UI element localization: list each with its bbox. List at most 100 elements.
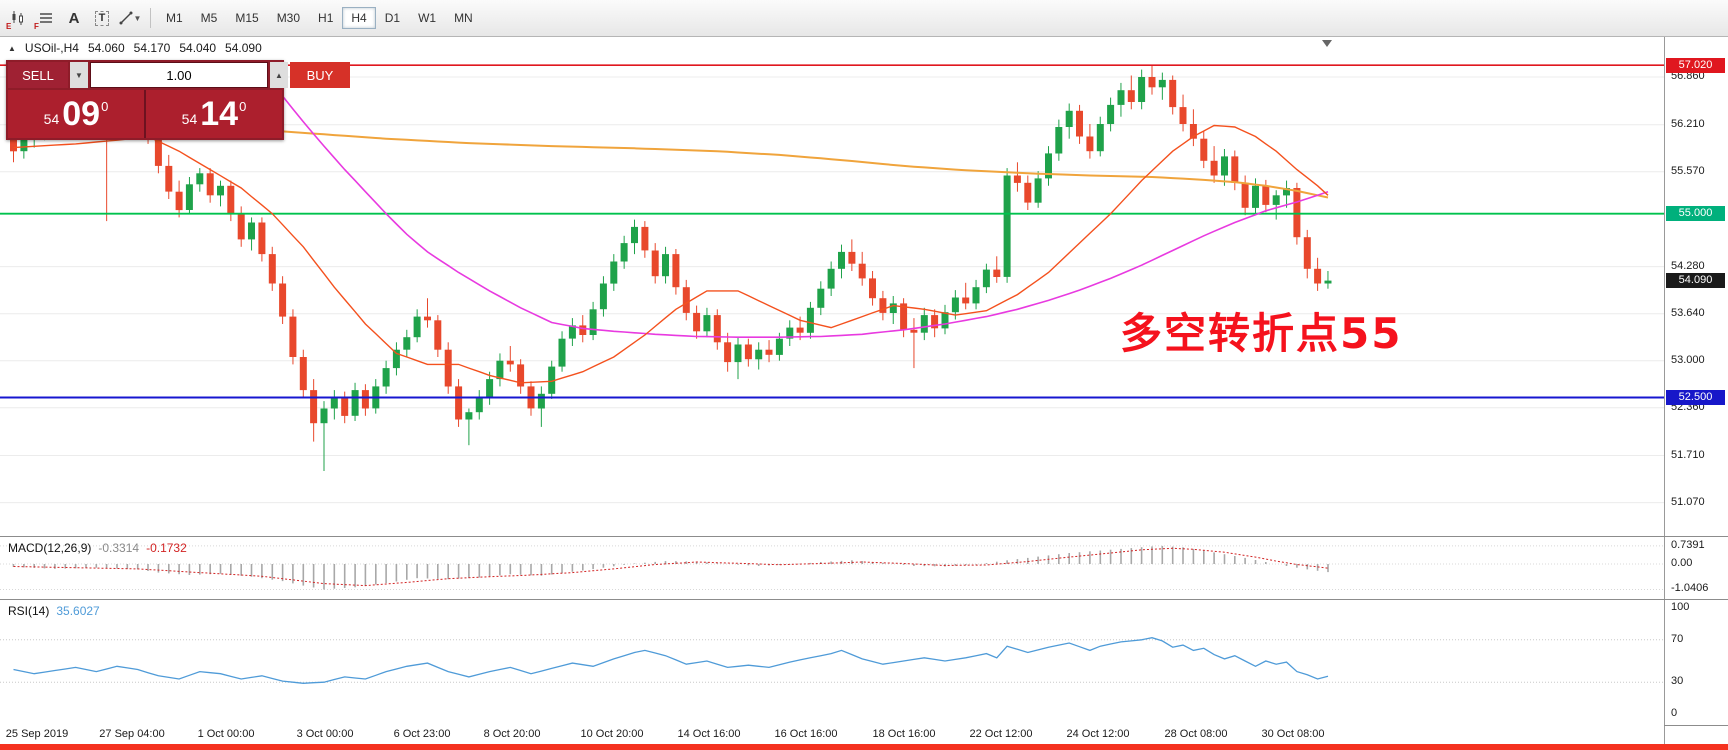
ohlc-low: 54.040 [179, 41, 217, 55]
textbox-tool-glyph: T [94, 10, 110, 26]
time-axis-label: 25 Sep 2019 [5, 728, 69, 740]
ask-point: 0 [239, 98, 247, 114]
ask-price[interactable]: 54 14 0 [146, 90, 282, 138]
caret-down-icon: ▼ [75, 70, 83, 80]
rsi-axis-label: 100 [1671, 601, 1690, 613]
macd-signal-line [13, 547, 1329, 587]
macd-name: MACD(12,26,9) [8, 541, 92, 555]
symbol-period-label: USOil-,H4 [24, 41, 79, 55]
volume-increase-button[interactable]: ▲ [270, 62, 288, 88]
bid-price[interactable]: 54 09 0 [8, 90, 144, 138]
panel-separator[interactable] [0, 536, 1728, 537]
caret-up-icon: ▲ [275, 70, 283, 80]
timeframe-m1[interactable]: M1 [157, 7, 192, 29]
indicator-chart-icon[interactable]: E [4, 5, 32, 31]
ohlc-open: 54.060 [87, 41, 125, 55]
timeframe-w1[interactable]: W1 [409, 7, 445, 29]
macd-layer [12, 545, 1329, 590]
ma-fast-red [13, 124, 1329, 384]
macd-axis-label: 0.00 [1671, 557, 1693, 569]
price-badge: 52.500 [1666, 389, 1725, 405]
price-axis-label: 53.640 [1671, 306, 1705, 319]
macd-axis-label: 0.7391 [1671, 538, 1705, 551]
chart-shift-marker[interactable] [1322, 40, 1332, 47]
trade-panel-quotes: 54 09 0 54 14 0 [8, 90, 282, 138]
ohlc-high: 54.170 [133, 41, 171, 55]
time-axis-label: 27 Sep 04:00 [99, 728, 165, 740]
quote-divider [144, 90, 146, 138]
bottom-red-bar [0, 744, 1728, 750]
textbox-tool-icon[interactable]: T [88, 5, 116, 31]
sub-letter-f: F [34, 22, 39, 31]
crosshair-tool-icon[interactable]: ▼ [116, 5, 144, 31]
rsi-axis-label: 30 [1671, 675, 1684, 688]
timeframe-h4[interactable]: H4 [342, 7, 376, 29]
ask-pips: 14 [200, 95, 239, 133]
time-axis-label: 24 Oct 12:00 [1066, 728, 1130, 740]
price-badge: 54.090 [1666, 273, 1725, 289]
time-axis-label: 28 Oct 08:00 [1164, 728, 1228, 740]
time-axis-label: 6 Oct 23:00 [393, 728, 451, 740]
volume-dropdown-button[interactable]: ▼ [70, 62, 88, 88]
sell-button[interactable]: SELL [8, 62, 68, 88]
ask-integer: 54 [181, 111, 198, 127]
time-axis-label: 3 Oct 00:00 [296, 728, 354, 740]
time-axis-label: 10 Oct 20:00 [580, 728, 644, 740]
time-axis-label: 1 Oct 00:00 [197, 728, 255, 740]
rsi-layer [13, 637, 1329, 684]
volume-input[interactable] [90, 62, 268, 88]
chart-annotation: 多空转折点55 [1120, 309, 1403, 358]
price-axis-label: 54.280 [1671, 259, 1705, 272]
toolbar: E F A T ▼ M1 M5 M15 M30 H1 H4 [0, 0, 1728, 37]
price-badge: 55.000 [1666, 206, 1725, 222]
timeframe-m15[interactable]: M15 [226, 7, 267, 29]
price-axis-label: 56.860 [1671, 70, 1705, 82]
rsi-value: 35.6027 [56, 604, 100, 618]
time-axis-label: 22 Oct 12:00 [969, 728, 1033, 740]
timeframe-m30[interactable]: M30 [268, 7, 309, 29]
timeframe-m5[interactable]: M5 [192, 7, 227, 29]
rsi-name: RSI(14) [8, 604, 50, 618]
price-axis-label: 56.210 [1671, 117, 1705, 130]
text-tool-glyph: A [68, 9, 80, 27]
bid-point: 0 [101, 98, 109, 114]
timeframe-mn[interactable]: MN [445, 7, 482, 29]
price-axis-label: 53.000 [1671, 353, 1705, 366]
line-tool-glyph [119, 11, 133, 25]
collapse-arrow-icon[interactable]: ▲ [8, 43, 16, 53]
price-axis-label: 51.070 [1671, 495, 1705, 508]
indicator-levels [0, 545, 1664, 683]
ma-mid-magenta [261, 66, 1329, 338]
time-axis-label: 30 Oct 08:00 [1261, 728, 1325, 740]
bid-integer: 54 [43, 111, 60, 127]
chart-header: ▲ USOil-,H4 54.060 54.170 54.040 54.090 [8, 41, 262, 55]
buy-button[interactable]: BUY [290, 62, 350, 88]
timeframe-h1[interactable]: H1 [309, 7, 342, 29]
ohlc-close: 54.090 [225, 41, 262, 55]
time-axis-label: 18 Oct 16:00 [872, 728, 936, 740]
rsi-label: RSI(14) 35.6027 [8, 604, 100, 618]
trade-panel-controls: SELL ▼ ▲ BUY [6, 60, 350, 88]
price-axis-label: 51.710 [1671, 448, 1705, 461]
toolbar-separator [150, 8, 151, 28]
candlestick-glyph [12, 11, 23, 25]
panel-separator[interactable] [0, 599, 1728, 600]
timeframe-d1[interactable]: D1 [376, 7, 409, 29]
macd-axis-label: -1.0406 [1671, 582, 1709, 595]
chevron-down-icon: ▼ [133, 13, 142, 23]
time-axis: 25 Sep 2019 27 Sep 04:00 1 Oct 00:00 3 Oct … [0, 725, 1664, 744]
price-gridlines [0, 76, 1664, 504]
macd-signal-value: -0.1732 [146, 541, 187, 555]
price-axis-label: 55.570 [1671, 164, 1705, 177]
time-axis-label: 8 Oct 20:00 [483, 728, 541, 740]
price-badge: 57.020 [1666, 57, 1725, 73]
rsi-axis-label: 70 [1671, 632, 1684, 645]
text-tool-icon[interactable]: A [60, 5, 88, 31]
rsi-line [13, 637, 1329, 684]
time-axis-label: 14 Oct 16:00 [677, 728, 741, 740]
objects-list-icon[interactable]: F [32, 5, 60, 31]
price-axis: 56.860 56.210 55.570 54.280 53.640 53.000 52.3… [1664, 36, 1728, 750]
list-glyph [40, 13, 52, 23]
macd-label: MACD(12,26,9) -0.3314 -0.1732 [8, 541, 187, 555]
